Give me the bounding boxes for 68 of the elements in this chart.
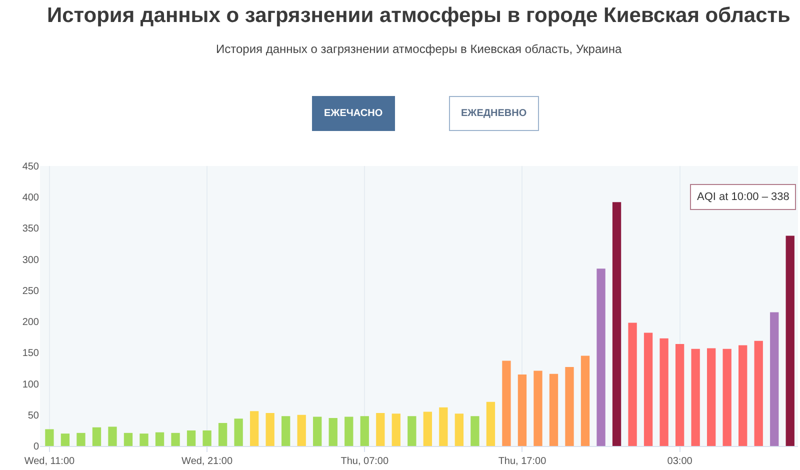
x-tick-label: Wed, 11:00 [24,456,75,467]
bar [486,402,496,446]
annotation: AQI at 10:00 – 338 [697,191,790,203]
bar [297,414,306,446]
bar [439,407,448,446]
bar [92,427,102,446]
x-tick-label: 03:00 [667,456,693,467]
bar [171,432,180,446]
chart-subtitle: История данных о загрязнении атмосферы в Киевская область, Украина [216,42,622,56]
bar [786,236,794,446]
bar [202,430,212,446]
bar [186,430,196,446]
bar [108,426,117,446]
bar [738,345,748,446]
bar [250,411,259,446]
y-tick-label: 250 [22,286,40,297]
bar [423,412,432,446]
y-tick-label: 50 [28,410,40,422]
bar [344,416,354,446]
bar [770,312,779,446]
bar [313,416,322,446]
bar [266,413,274,446]
y-tick-label: 0 [33,442,40,452]
bar [282,416,290,446]
y-tick-label: 200 [22,317,40,328]
bar [45,429,54,446]
bar [549,374,558,446]
bar [754,340,763,446]
bar [722,348,732,446]
bar [218,422,228,446]
bar [502,360,511,446]
bar [140,434,148,446]
y-tick-label: 300 [22,254,40,266]
bar [124,432,133,446]
bar [691,348,700,446]
chart-title: История данных о загрязнении атмосферы в городе Киевская область [47,4,791,27]
x-tick-label: Wed, 21:00 [182,456,233,467]
bar [518,374,527,446]
bar [155,432,164,446]
y-tick-label: 400 [22,192,40,204]
bar [706,348,716,446]
bar [408,416,416,446]
bar [76,432,86,446]
bar [470,416,480,446]
bar [675,344,684,446]
y-tick-label: 150 [22,348,40,360]
bar [628,322,637,446]
bar [580,356,590,446]
bar [644,332,653,446]
bar [612,202,622,446]
text: ЕЖЕЧАСНО [324,108,383,119]
bar [565,366,574,446]
bar [360,416,369,446]
text: ЕЖЕДНЕВНО [461,108,527,119]
x-tick-label: Thu, 17:00 [498,456,547,467]
bar [534,370,542,446]
bar [234,418,243,446]
bar [596,268,606,446]
bar [60,434,70,446]
bar [660,338,668,446]
bar [328,418,338,446]
bar [376,413,385,446]
y-tick-label: 350 [22,224,40,235]
bar [454,414,464,446]
y-tick-label: 100 [22,379,40,390]
x-tick-label: Thu, 07:00 [340,456,389,467]
bar [392,414,400,446]
y-tick-label: 450 [22,162,40,172]
